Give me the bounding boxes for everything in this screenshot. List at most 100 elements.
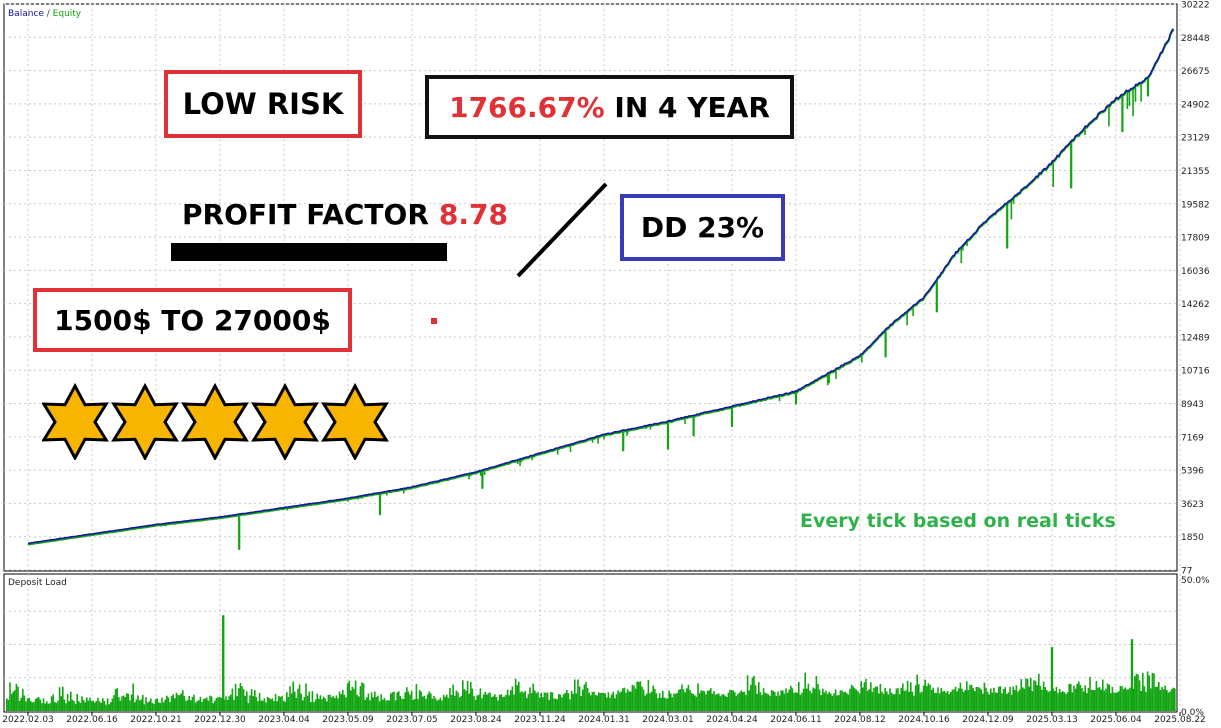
deposit-load-bar [58,687,61,711]
deposit-load-bar [1042,681,1045,711]
deposit-load-bar [306,695,309,711]
deposit-load-bar [1038,673,1040,711]
deposit-load-bar [838,695,840,711]
deposit-load-bar [311,691,314,711]
deposit-load-bar [126,693,128,711]
deposit-load-bar [1012,686,1014,711]
deposit-load-bar [134,702,136,711]
deposit-load-bar [190,700,192,711]
deposit-load-bar [1066,692,1069,711]
deposit-load-bar [191,697,194,711]
deposit-load-bar [966,681,968,711]
x-axis-ticks: 2022.02.03 2022.06.16 2022.10.21 2022.12.30… [2,712,1206,725]
deposit-load-bar [609,697,611,711]
deposit-load-bar [767,694,770,711]
deposit-load-bar [897,688,899,711]
deposit-load-bar [623,687,626,711]
x-tick-label: 2022.02.03 [2,715,54,725]
deposit-load-bar [92,700,94,711]
deposit-load-bar [574,679,576,711]
deposit-load-bar [1033,680,1035,711]
deposit-load-bar [279,696,282,711]
deposit-load-bar [719,696,722,711]
deposit-load-bar [370,692,373,711]
deposit-load-bar [815,676,818,711]
deposit-load-bar [255,697,258,711]
x-tick-label: 2025.03.13 [1026,715,1078,725]
deposit-load-bar [278,695,280,711]
deposit-load-bar [807,683,810,711]
deposit-load-bar [15,683,18,711]
deposit-load-bar [535,693,538,711]
deposit-load-bar [452,684,454,711]
deposit-load-bar [858,693,861,711]
deposit-load-bar [119,700,122,711]
deposit-load-bar [582,689,584,711]
deposit-load-bar [86,697,88,711]
deposit-load-bar [542,697,544,711]
deposit-load-bar [7,699,10,711]
deposit-load-bar [902,683,904,711]
y-tick-label: 14262 [1181,300,1210,310]
deposit-load-bar [865,678,867,711]
y-axis-ticks: 77 1850 3623 5396 7169 8943 10716 12489 14262 160… [1181,1,1210,577]
deposit-load-bar [1174,688,1176,711]
deposit-load-bar [783,693,786,711]
deposit-load-bar [764,692,766,711]
star-icon [181,382,249,460]
deposit-load-bar [1119,685,1122,711]
deposit-load-bar [996,692,998,711]
deposit-load-bar [953,689,955,711]
deposit-load-bar [50,696,53,711]
deposit-load-bar [177,694,179,711]
deposit-load-bar [681,684,683,711]
deposit-load-bar [116,688,118,711]
deposit-load-bar [252,696,254,711]
deposit-load-bar [830,693,832,711]
deposit-load-bar [402,699,405,711]
deposit-load-bar [183,695,186,711]
deposit-load-bar [975,686,978,711]
y-tick-label: 30222 [1181,1,1210,11]
deposit-load-bar [41,703,43,711]
deposit-load-bar [934,692,936,711]
deposit-load-bar [1102,679,1104,711]
legend-equity: Equity [53,9,82,19]
deposit-load-bar [1089,676,1091,711]
deposit-load-bar [674,693,677,711]
deposit-load-bar [1158,681,1160,711]
deposit-load-bar [1014,689,1016,711]
deposit-load-bar [676,692,678,711]
deposit-load-bar [1023,688,1026,711]
deposit-load-bar [850,684,853,711]
deposit-load-bar [310,702,312,711]
deposit-load-bar [457,692,459,711]
deposit-load-bar [151,702,154,711]
deposit-load-bar [42,698,45,711]
deposit-load-bar [746,675,749,711]
deposit-load-bar [1026,678,1029,711]
deposit-load-bar [903,690,906,711]
deposit-load-bar [737,693,739,711]
deposit-load-bar [273,701,275,711]
deposit-load-bar [460,696,462,711]
deposit-load-bar [150,698,152,711]
deposit-load-bar [214,700,216,711]
deposit-load-bar [655,693,658,711]
balance-series [27,28,1175,545]
deposit-load-bar [135,699,138,711]
deposit-load-bar [1028,686,1030,711]
deposit-load-bar [566,689,568,711]
deposit-load-bar [686,688,688,711]
deposit-load-bar [730,690,733,711]
deposit-load-bar [1143,686,1146,711]
deposit-load-bar [530,693,533,711]
deposit-load-bar [868,689,870,711]
deposit-load-bar [809,690,811,711]
deposit-load-bar [1108,684,1110,711]
deposit-load-bar [1121,686,1123,711]
deposit-load-bar [1162,689,1165,711]
deposit-load-bar [345,697,347,711]
deposit-load-bar [818,689,821,711]
deposit-load-bar [90,701,93,711]
